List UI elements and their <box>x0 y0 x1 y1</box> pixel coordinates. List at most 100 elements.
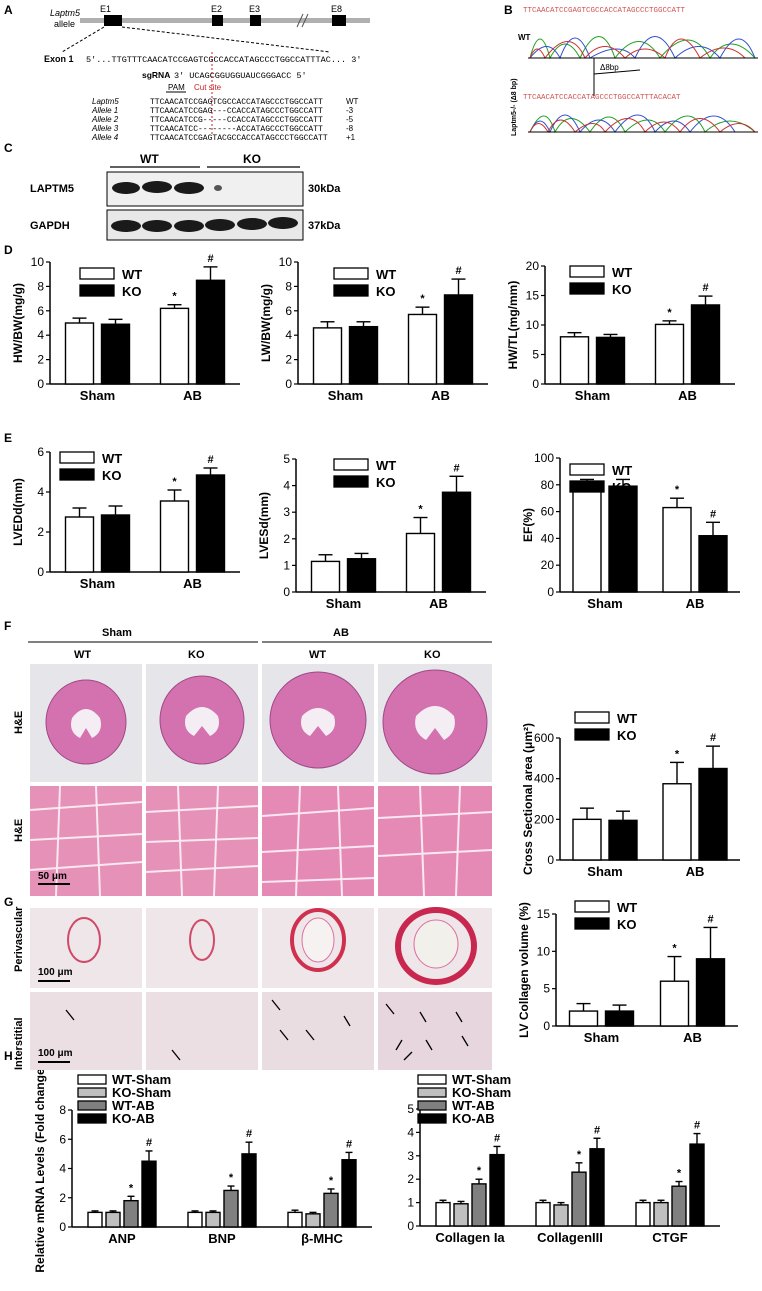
y-axis-label: LVESd(mm) <box>257 492 271 559</box>
deletion-label: Δ8bp <box>600 63 619 72</box>
allele-seq: TTCAACATCC--------ACCATAGCCCTGGCCATT <box>150 125 323 134</box>
histology-tile <box>30 908 142 988</box>
col-label-wt: WT <box>309 649 326 661</box>
y-tick-label: 400 <box>534 772 554 786</box>
legend-swatch <box>569 282 605 295</box>
y-tick-label: 4 <box>37 485 44 499</box>
significance-mark: # <box>346 1138 352 1150</box>
y-tick-label: 0 <box>285 377 292 391</box>
y-axis-label: LVEDd(mm) <box>11 478 25 546</box>
vessel-collagen <box>189 919 215 961</box>
y-tick-label: 4 <box>59 1162 66 1176</box>
zoom-line-left <box>61 26 105 53</box>
bar <box>635 1201 651 1227</box>
y-tick-label: 0 <box>532 377 539 391</box>
y-axis-label: EF(%) <box>521 508 535 542</box>
y-tick-label: 4 <box>407 1125 414 1139</box>
bar <box>698 767 728 861</box>
panel-label-d: D <box>4 243 13 257</box>
allele-table: Laptm5 TTCAACATCCGAGTCGCCACCATAGCCCTGGCC… <box>91 97 359 143</box>
legend-label: WT-Sham <box>112 1072 171 1087</box>
significance-mark: # <box>694 1120 700 1132</box>
histology-tile <box>146 992 258 1070</box>
y-tick-label: 15 <box>526 289 540 303</box>
legend-swatch <box>59 451 95 464</box>
y-tick-label: 4 <box>37 328 44 342</box>
exon-label-e8: E8 <box>331 4 342 14</box>
y-tick-label: 10 <box>31 255 45 269</box>
chart-hw-tl: 0 5 10 15 20 HW/TL(mg/mm) Sham * # AB WT KO <box>506 259 735 403</box>
panel-label-h: H <box>4 1049 13 1063</box>
y-tick-label: 3 <box>407 1149 414 1163</box>
significance-mark: # <box>455 265 461 277</box>
bar <box>553 1204 569 1227</box>
blot-label-gapdh: GAPDH <box>30 220 70 232</box>
bar <box>604 1010 635 1027</box>
legend-label: WT <box>612 265 632 280</box>
y-tick-label: 0 <box>543 1019 550 1033</box>
x-category-label: Sham <box>587 596 622 611</box>
sgrna-label: sgRNA <box>142 70 170 80</box>
allele-note: -5 <box>346 115 354 124</box>
legend-swatch <box>77 1074 107 1085</box>
bar <box>653 1201 669 1227</box>
y-tick-label: 8 <box>285 279 292 293</box>
legend-label: KO <box>376 284 396 299</box>
allele-name: Laptm5 <box>92 97 119 106</box>
blot-band <box>205 219 235 231</box>
x-category-label: β-MHC <box>301 1231 343 1246</box>
y-tick-label: 2 <box>407 1172 414 1186</box>
row-label-perivascular: Perivascular <box>13 906 25 972</box>
legend-label: KO-AB <box>112 1111 155 1126</box>
legend-swatch <box>77 1100 107 1111</box>
allele-note: WT <box>346 97 359 106</box>
bar <box>595 336 626 385</box>
x-category-label: Sham <box>80 576 115 591</box>
histology-tile <box>378 786 492 896</box>
ko-trace-red <box>529 118 756 134</box>
x-category-label: AB <box>183 576 202 591</box>
blot-group-ko: KO <box>243 152 261 166</box>
significance-mark: * <box>477 1165 482 1177</box>
legend-swatch <box>574 917 610 930</box>
bar <box>341 1159 357 1228</box>
legend-swatch <box>77 1087 107 1098</box>
panel-b: TTCAACATCCGAGTCGCCACCATAGCCCTGGCCATT WT … <box>511 7 758 136</box>
y-tick-label: 0 <box>547 853 554 867</box>
legend-swatch <box>417 1087 447 1098</box>
bar <box>64 516 95 573</box>
x-category-label: AB <box>686 596 705 611</box>
bar <box>123 1199 139 1228</box>
bar <box>195 279 226 385</box>
ko-sequence: TTCAACATCCACCATAGCCCTGGCCATTTACACAT <box>523 94 681 102</box>
group-label-sham: Sham <box>102 627 132 639</box>
y-tick-label: 2 <box>285 353 292 367</box>
bar <box>310 560 341 593</box>
legend-swatch <box>79 284 115 297</box>
significance-mark: # <box>710 732 716 744</box>
allele-seq: TTCAACATCCGAGTCGCCACCATAGCCCTGGCCATT <box>150 98 323 107</box>
pam-label: PAM <box>168 83 185 92</box>
y-tick-label: 5 <box>543 982 550 996</box>
y-axis-label: HW/BW(mg/g) <box>11 283 25 363</box>
legend-swatch <box>574 711 610 724</box>
blot-size-laptm5: 30kDa <box>308 183 341 195</box>
panel-label-b: B <box>504 3 513 17</box>
legend-swatch <box>59 468 95 481</box>
allele-name: Allele 2 <box>91 115 119 124</box>
allele-name: Allele 1 <box>91 106 118 115</box>
allele-seq: TTCAACATCCGAG---CCACCATAGCCCTGGCCATT <box>150 107 323 116</box>
legend-label: WT <box>612 463 632 478</box>
allele-name: Allele 3 <box>91 124 119 133</box>
legend-label: WT <box>617 711 637 726</box>
y-tick-label: 10 <box>279 255 293 269</box>
x-category-label: ANP <box>108 1231 136 1246</box>
chart-mrna-hypertrophy: 0 2 4 6 8 Relative mRNA Levels (Fold change) *… <box>33 1064 372 1273</box>
row-label-interstitial: Interstitial <box>13 1017 25 1070</box>
blot-band <box>237 218 267 230</box>
y-axis-label: Relative mRNA Levels (Fold change) <box>33 1064 47 1272</box>
cell-borders <box>29 785 493 897</box>
y-tick-label: 2 <box>283 532 290 546</box>
row-label-he-whole: H&E <box>13 711 25 734</box>
